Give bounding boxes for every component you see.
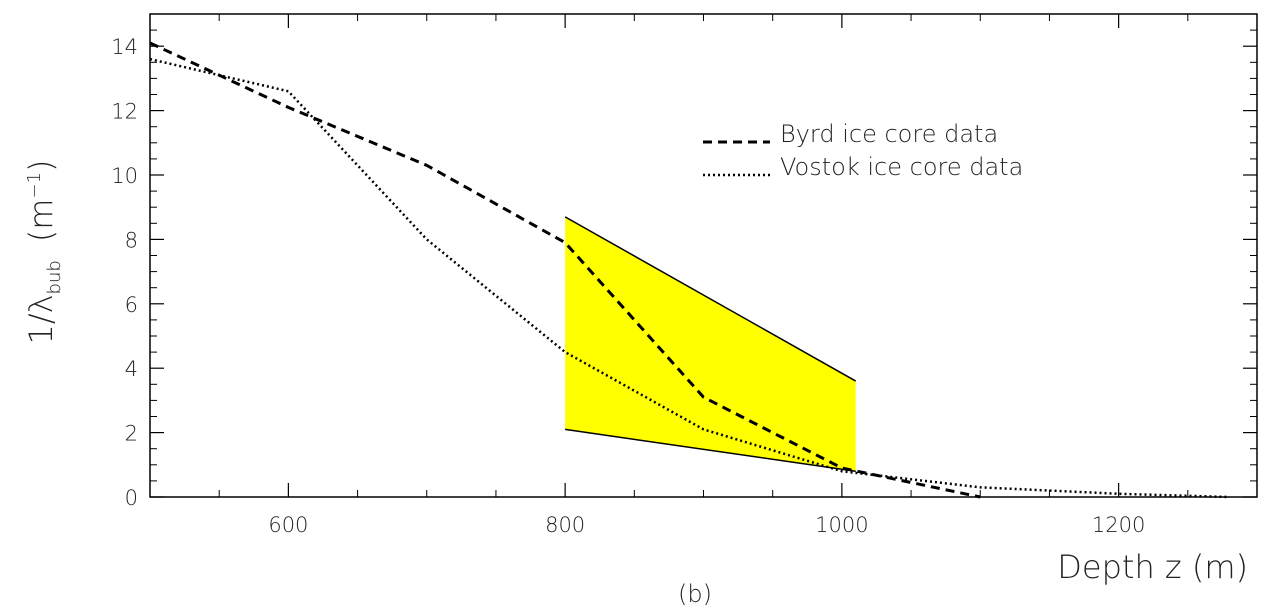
x-axis-title: Depth z (m) [1057,548,1248,586]
legend: Byrd ice core data Vostok ice core data [703,120,1023,181]
y-tick-label: 14 [111,35,138,59]
x-tick-label: 1000 [815,513,868,537]
y-axis-title-unit: (m [22,199,60,243]
uncertainty-band-layer [564,216,857,472]
figure-caption: (b) [678,580,712,608]
uncertainty-band [565,216,856,472]
y-axis-title: 1/λbub (m−1) [22,159,65,344]
x-tick-label: 1200 [1092,513,1145,537]
series-line-vostok [149,57,1230,499]
series-layer [149,41,1230,499]
x-tick-label: 800 [545,513,585,537]
y-axis-title-main: 1/λ [22,294,60,344]
legend-label-vostok: Vostok ice core data [780,153,1023,181]
band-upper-edge [564,216,857,382]
svg-text:1/λbub(m−1): 1/λbub (m−1) [22,159,65,344]
y-tick-label: 2 [125,422,138,446]
band-lower-edge [565,428,856,472]
y-axis-title-unit-close: ) [22,159,60,171]
y-axis-title-unit-exp: −1 [24,172,45,199]
y-tick-label: 0 [125,486,138,510]
x-tick-label: 600 [268,513,308,537]
y-tick-label: 10 [111,164,138,188]
y-tick-label: 4 [125,357,138,381]
y-tick-label: 12 [111,100,138,124]
series-line-byrd [149,41,981,499]
y-tick-label: 6 [125,293,138,317]
ticks-layer: 600 800 1000 1200 0 2 4 6 8 10 12 14 [111,13,1258,537]
legend-label-byrd: Byrd ice core data [780,120,998,148]
y-axis-title-sub: bub [44,260,65,294]
y-tick-label: 8 [125,228,138,252]
